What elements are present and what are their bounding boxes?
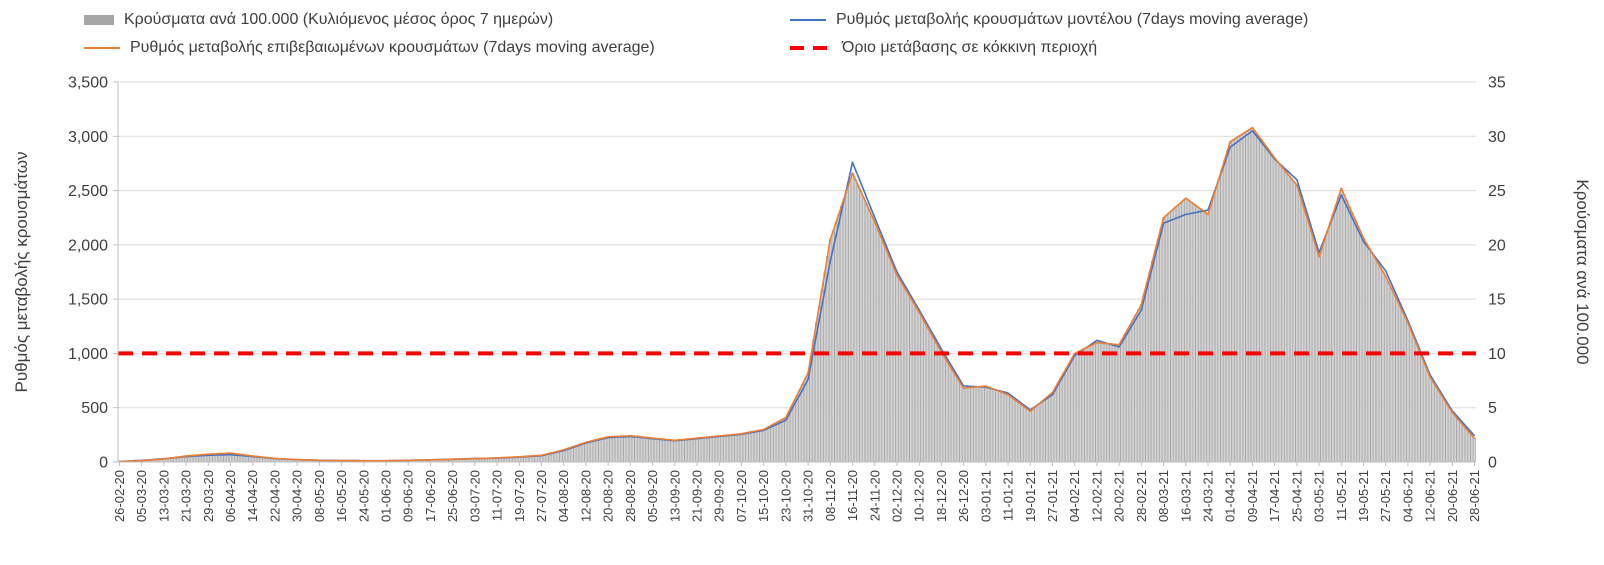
svg-text:02-12-20: 02-12-20 [890, 470, 905, 522]
svg-text:23-10-20: 23-10-20 [778, 470, 793, 522]
svg-text:27-01-21: 27-01-21 [1045, 470, 1060, 522]
legend-item-cases-per-100k: Κρούσματα ανά 100.000 (Κυλιόμενος μέσος … [84, 11, 553, 29]
svg-text:19-07-20: 19-07-20 [512, 470, 527, 522]
svg-text:06-04-20: 06-04-20 [223, 470, 238, 522]
svg-text:26-02-20: 26-02-20 [112, 470, 127, 522]
x-axis-date-labels: 26-02-20 05-03-20 13-03-20 21-03-20 29-03-20… [112, 462, 1482, 522]
svg-text:19-05-21: 19-05-21 [1356, 470, 1371, 522]
svg-text:35: 35 [1488, 75, 1506, 92]
svg-text:500: 500 [81, 400, 108, 417]
svg-text:28-08-20: 28-08-20 [623, 470, 638, 522]
svg-text:01-06-20: 01-06-20 [379, 470, 394, 522]
svg-text:16-03-21: 16-03-21 [1178, 470, 1193, 522]
svg-text:11-01-21: 11-01-21 [1001, 470, 1016, 521]
gray-bar-legend-swatch-icon [84, 15, 114, 25]
svg-text:03-07-20: 03-07-20 [467, 470, 482, 522]
svg-text:27-07-20: 27-07-20 [534, 470, 549, 522]
legend-label-cases-per-100k: Κρούσματα ανά 100.000 (Κυλιόμενος μέσος … [124, 11, 554, 28]
svg-text:12-06-21: 12-06-21 [1423, 470, 1438, 522]
svg-text:30-04-20: 30-04-20 [290, 470, 305, 522]
svg-text:20: 20 [1488, 237, 1506, 254]
svg-text:28-06-21: 28-06-21 [1467, 470, 1482, 522]
svg-text:07-10-20: 07-10-20 [734, 470, 749, 522]
svg-text:1,500: 1,500 [68, 292, 108, 309]
svg-text:0: 0 [1488, 455, 1497, 472]
svg-text:12-02-21: 12-02-21 [1089, 470, 1104, 522]
svg-text:28-02-21: 28-02-21 [1134, 470, 1149, 522]
svg-text:10: 10 [1488, 346, 1506, 363]
svg-text:08-11-20: 08-11-20 [823, 470, 838, 521]
svg-text:20-02-21: 20-02-21 [1112, 470, 1127, 522]
svg-text:24-11-20: 24-11-20 [867, 470, 882, 521]
svg-text:26-12-20: 26-12-20 [956, 470, 971, 522]
svg-text:30: 30 [1488, 129, 1506, 146]
legend-label-model-rate: Ρυθμός μεταβολής κρουσμάτων μοντέλου (7d… [836, 11, 1309, 28]
svg-text:09-04-21: 09-04-21 [1245, 470, 1260, 522]
svg-text:17-04-21: 17-04-21 [1267, 470, 1282, 522]
svg-text:27-05-21: 27-05-21 [1378, 470, 1393, 522]
svg-text:31-10-20: 31-10-20 [801, 470, 816, 522]
blue-line-legend-swatch-icon [790, 19, 826, 21]
svg-text:1,000: 1,000 [68, 346, 108, 363]
legend-label-confirmed-rate: Ρυθμός μεταβολής επιβεβαιωμένων κρουσμάτ… [130, 39, 655, 56]
svg-text:2,500: 2,500 [68, 183, 108, 200]
legend-item-red-threshold: Όριο μετάβασης σε κόκκινη περιοχή [790, 39, 1097, 57]
svg-text:2,000: 2,000 [68, 237, 108, 254]
svg-text:5: 5 [1488, 400, 1497, 417]
svg-text:13-03-20: 13-03-20 [156, 470, 171, 522]
bars-cases-per-100k [118, 127, 1476, 463]
svg-text:01-04-21: 01-04-21 [1223, 470, 1238, 522]
svg-text:03-05-21: 03-05-21 [1312, 470, 1327, 522]
svg-text:3,500: 3,500 [68, 75, 108, 92]
svg-text:3,000: 3,000 [68, 129, 108, 146]
svg-text:05-09-20: 05-09-20 [645, 470, 660, 522]
svg-text:13-09-20: 13-09-20 [667, 470, 682, 522]
svg-text:11-07-20: 11-07-20 [490, 470, 505, 521]
svg-text:16-11-20: 16-11-20 [845, 470, 860, 521]
svg-text:04-08-20: 04-08-20 [556, 470, 571, 522]
red-dashed-legend-swatch-icon [790, 46, 832, 50]
orange-line-legend-swatch-icon [84, 47, 120, 49]
svg-text:18-12-20: 18-12-20 [934, 470, 949, 522]
svg-text:09-06-20: 09-06-20 [401, 470, 416, 522]
svg-text:21-03-20: 21-03-20 [179, 470, 194, 522]
svg-text:19-01-21: 19-01-21 [1023, 470, 1038, 522]
svg-text:17-06-20: 17-06-20 [423, 470, 438, 522]
svg-text:29-09-20: 29-09-20 [712, 470, 727, 522]
svg-text:16-05-20: 16-05-20 [334, 470, 349, 522]
svg-text:25-04-21: 25-04-21 [1289, 470, 1304, 522]
svg-text:05-03-20: 05-03-20 [134, 470, 149, 522]
svg-text:03-01-21: 03-01-21 [978, 470, 993, 522]
svg-text:11-05-21: 11-05-21 [1334, 470, 1349, 521]
svg-text:20-08-20: 20-08-20 [601, 470, 616, 522]
confirmed-rate-line [119, 126, 1476, 463]
legend-item-confirmed-rate: Ρυθμός μεταβολής επιβεβαιωμένων κρουσμάτ… [84, 39, 655, 57]
svg-text:21-09-20: 21-09-20 [690, 470, 705, 522]
legend-item-model-rate: Ρυθμός μεταβολής κρουσμάτων μοντέλου (7d… [790, 11, 1308, 29]
svg-text:04-02-21: 04-02-21 [1067, 470, 1082, 522]
svg-text:10-12-20: 10-12-20 [912, 470, 927, 522]
svg-text:04-06-21: 04-06-21 [1401, 470, 1416, 522]
svg-text:15-10-20: 15-10-20 [756, 470, 771, 522]
svg-text:14-04-20: 14-04-20 [245, 470, 260, 522]
svg-text:29-03-20: 29-03-20 [201, 470, 216, 522]
left-axis-tick-labels: 0 500 1,000 1,500 2,000 2,500 3,000 3,500 [68, 75, 118, 472]
svg-text:08-05-20: 08-05-20 [312, 470, 327, 522]
svg-text:25-06-20: 25-06-20 [445, 470, 460, 522]
svg-text:15: 15 [1488, 292, 1506, 309]
svg-text:24-05-20: 24-05-20 [356, 470, 371, 522]
legend-label-red-threshold: Όριο μετάβασης σε κόκκινη περιοχή [842, 39, 1098, 56]
right-axis-tick-labels: 0 5 10 15 20 25 30 35 [1488, 75, 1506, 472]
svg-text:12-08-20: 12-08-20 [578, 470, 593, 522]
svg-text:0: 0 [99, 455, 108, 472]
svg-text:22-04-20: 22-04-20 [267, 470, 282, 522]
svg-text:08-03-21: 08-03-21 [1156, 470, 1171, 522]
svg-text:25: 25 [1488, 183, 1506, 200]
svg-text:20-06-21: 20-06-21 [1445, 470, 1460, 522]
svg-text:24-03-21: 24-03-21 [1201, 470, 1216, 522]
